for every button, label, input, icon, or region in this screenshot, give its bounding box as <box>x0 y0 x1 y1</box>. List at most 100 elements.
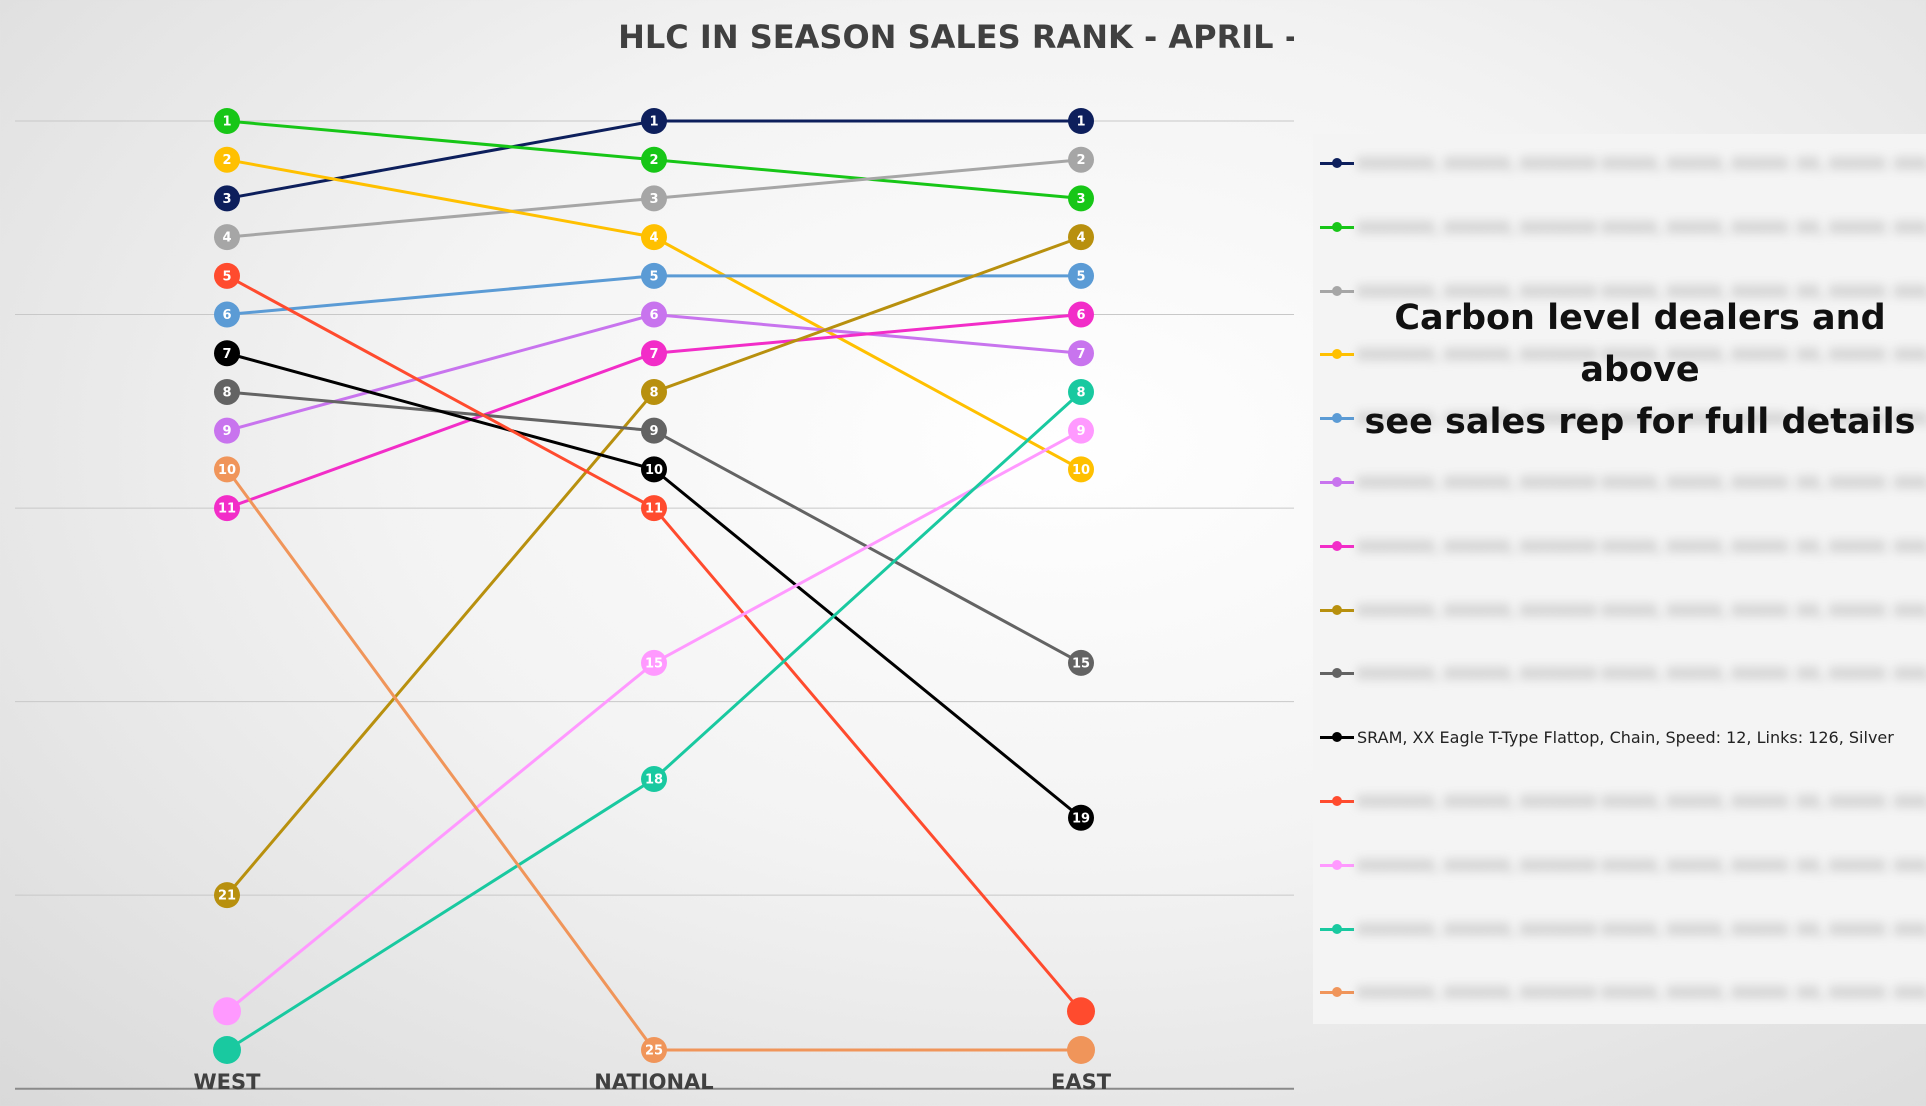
marker-s8-west <box>214 882 240 909</box>
data-label: 18 <box>645 773 663 788</box>
data-label: 7 <box>222 347 231 362</box>
marker-s6-national <box>641 301 667 328</box>
legend-item: XXXXXXX, XXXXXX, XXXXXXX XXXXX, XXXXX, X… <box>1313 148 1926 178</box>
data-label: 5 <box>1076 269 1085 284</box>
marker-s3-east <box>1068 146 1094 173</box>
legend-item: XXXXXXX, XXXXXX, XXXXXXX XXXXX, XXXXX, X… <box>1313 531 1926 561</box>
data-label: 5 <box>649 269 658 284</box>
data-label: 25 <box>645 1044 663 1059</box>
legend-item: XXXXXXX, XXXXXX, XXXXXXX XXXXX, XXXXX, X… <box>1313 786 1926 816</box>
legend-item: XXXXXXX, XXXXXX, XXXXXXX XXXXX, XXXXX, X… <box>1313 403 1926 433</box>
legend-marker <box>1332 540 1342 551</box>
legend-label-redacted: XXXXXXX, XXXXXX, XXXXXXX XXXXX, XXXXX, X… <box>1357 983 1926 1003</box>
legend-item: XXXXXXX, XXXXXX, XXXXXXX XXXXX, XXXXX, X… <box>1313 658 1926 688</box>
legend-marker <box>1332 413 1342 424</box>
data-label: 9 <box>1076 424 1085 439</box>
marker-s2-west <box>214 108 240 134</box>
marker-s14-east <box>1067 1036 1095 1064</box>
marker-s13-national <box>641 766 667 793</box>
legend-label-redacted: XXXXXXX, XXXXXX, XXXXXXX XXXXX, XXXXX, X… <box>1357 217 1926 237</box>
data-label: 15 <box>1072 656 1090 671</box>
legend-item: XXXXXXX, XXXXXX, XXXXXXX XXXXX, XXXXX, X… <box>1313 595 1926 625</box>
legend-label-redacted: XXXXXXX, XXXXXX, XXXXXXX XXXXX, XXXXX, X… <box>1357 409 1926 429</box>
data-label: 4 <box>1076 231 1085 246</box>
marker-s8-east <box>1068 224 1094 251</box>
legend-marker <box>1332 923 1342 934</box>
legend-marker <box>1332 158 1342 168</box>
legend-label-redacted: XXXXXXX, XXXXXX, XXXXXXX XXXXX, XXXXX, X… <box>1357 536 1926 556</box>
data-label: 1 <box>1076 115 1085 130</box>
data-label: 6 <box>1076 308 1085 323</box>
marker-s2-national <box>641 146 667 173</box>
legend-item: XXXXXXX, XXXXXX, XXXXXXX XXXXX, XXXXX, X… <box>1313 850 1926 880</box>
marker-s10-national <box>641 456 667 483</box>
data-label: 15 <box>645 656 663 671</box>
data-label: 11 <box>645 502 663 517</box>
data-label: 2 <box>222 153 231 168</box>
bump-chart: HLC IN SEASON SALES RANK - APRIL - CHAIN… <box>15 18 1294 1094</box>
legend: XXXXXXX, XXXXXX, XXXXXXX XXXXX, XXXXX, X… <box>1313 134 1926 1024</box>
marker-s1-national <box>641 108 667 134</box>
legend-marker <box>1332 987 1342 998</box>
marker-s5-national <box>641 262 667 289</box>
marker-s11-national <box>641 495 667 522</box>
legend-marker <box>1332 221 1342 232</box>
marker-s1-west <box>214 185 240 212</box>
marker-s5-west <box>214 301 240 328</box>
data-label: 4 <box>222 231 231 246</box>
series-line-8 <box>225 235 1082 897</box>
data-label: 10 <box>1072 463 1090 478</box>
marker-s7-east <box>1068 301 1094 328</box>
data-label: 8 <box>1076 385 1085 400</box>
overlay-note: Carbon level dealers and above see sales… <box>1340 292 1926 448</box>
series-line-13 <box>226 390 1083 1052</box>
legend-marker <box>1332 349 1342 360</box>
legend-label-redacted: XXXXXXX, XXXXXX, XXXXXXX XXXXX, XXXXX, X… <box>1357 855 1926 875</box>
category-label-national: NATIONAL <box>594 1070 713 1094</box>
legend-marker <box>1332 668 1342 679</box>
legend-label-redacted: XXXXXXX, XXXXXX, XXXXXXX XXXXX, XXXXX, X… <box>1357 281 1926 301</box>
legend-marker <box>1332 796 1342 806</box>
series-line-14 <box>225 468 1081 1052</box>
legend-label-redacted: XXXXXXX, XXXXXX, XXXXXXX XXXXX, XXXXX, X… <box>1357 154 1926 173</box>
data-label: 7 <box>649 347 658 362</box>
marker-s2-east <box>1068 185 1094 212</box>
marker-s11-east <box>1067 997 1095 1026</box>
data-label: 6 <box>649 308 658 323</box>
marker-s7-national <box>641 340 667 367</box>
series-line-6 <box>226 313 1082 433</box>
marker-s4-west <box>214 146 240 173</box>
marker-s5-east <box>1068 262 1094 289</box>
data-label: 3 <box>222 192 231 207</box>
marker-s13-east <box>1068 378 1094 405</box>
data-label: 5 <box>222 269 231 284</box>
data-label: 3 <box>649 192 658 207</box>
data-label: 1 <box>649 115 658 130</box>
marker-s14-west <box>214 456 240 483</box>
marker-s11-west <box>214 262 240 289</box>
legend-item: XXXXXXX, XXXXXX, XXXXXXX XXXXX, XXXXX, X… <box>1313 339 1926 369</box>
legend-item: SRAM, XX Eagle T-Type Flattop, Chain, Sp… <box>1313 722 1926 752</box>
legend-marker <box>1332 477 1342 487</box>
data-label: 19 <box>1072 811 1090 826</box>
legend-label-redacted: XXXXXXX, XXXXXX, XXXXXXX XXXXX, XXXXX, X… <box>1357 792 1926 811</box>
legend-item: XXXXXXX, XXXXXX, XXXXXXX XXXXX, XXXXX, X… <box>1313 276 1926 306</box>
data-label: 3 <box>1076 192 1085 207</box>
legend-marker <box>1332 859 1342 870</box>
legend-label-redacted: XXXXXXX, XXXXXX, XXXXXXX XXXXX, XXXXX, X… <box>1357 600 1926 620</box>
legend-item: XXXXXXX, XXXXXX, XXXXXXX XXXXX, XXXXX, X… <box>1313 467 1926 497</box>
data-label: 8 <box>222 385 231 400</box>
overlay-note-line-1: Carbon level dealers and above <box>1394 298 1886 390</box>
marker-s6-east <box>1068 340 1094 367</box>
legend-label-redacted: XXXXXXX, XXXXXX, XXXXXXX XXXXX, XXXXX, X… <box>1357 345 1926 365</box>
marker-s9-east <box>1068 649 1094 676</box>
marker-s4-national <box>641 224 667 251</box>
data-label: 11 <box>218 502 236 517</box>
marker-s14-national <box>641 1037 667 1063</box>
category-label-west: WEST <box>194 1070 262 1094</box>
data-label: 10 <box>645 463 663 478</box>
data-label: 2 <box>1076 153 1085 168</box>
legend-label-redacted: XXXXXXX, XXXXXX, XXXXXXX XXXXX, XXXXX, X… <box>1357 919 1926 939</box>
data-label: 4 <box>649 231 658 246</box>
marker-s3-national <box>641 185 667 212</box>
